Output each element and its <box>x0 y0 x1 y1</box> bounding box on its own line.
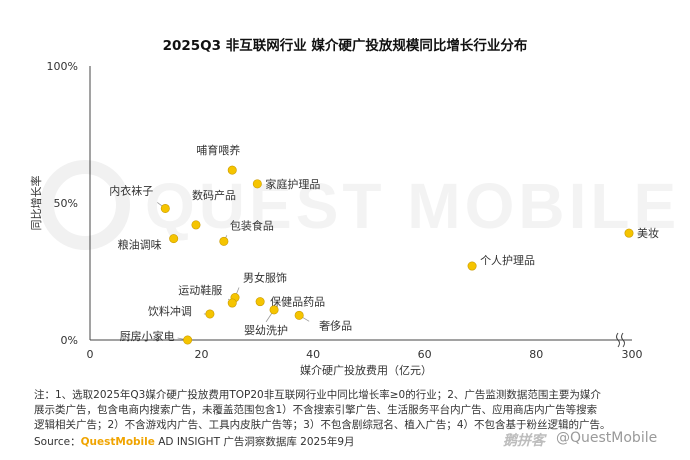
axis-break-icon <box>616 332 625 348</box>
point-label: 数码产品 <box>192 188 236 202</box>
data-point <box>269 305 279 315</box>
x-tick-label: 0 <box>87 348 94 361</box>
point-label: 男女服饰 <box>243 271 287 285</box>
x-tick-label: 20 <box>195 348 209 361</box>
data-point <box>624 228 634 238</box>
data-point <box>467 261 477 271</box>
watermark-logo: 鹅拼客 <box>503 433 545 449</box>
point-label: 婴幼洗护 <box>244 323 288 337</box>
data-point <box>169 234 179 244</box>
source-brand: QuestMobile <box>80 436 155 448</box>
point-label: 奢侈品 <box>319 318 352 332</box>
data-point <box>219 236 229 246</box>
y-tick-label: 0% <box>61 334 78 347</box>
data-point <box>183 335 193 345</box>
point-label: 家庭护理品 <box>265 177 320 191</box>
point-label: 哺育喂养 <box>196 143 240 157</box>
axes <box>89 66 632 348</box>
data-point <box>252 179 262 189</box>
y-axis-title: 同比增长率 <box>29 176 43 231</box>
y-tick-label: 50% <box>54 197 78 210</box>
point-label: 保健品药品 <box>270 295 325 309</box>
x-tick-label: 80 <box>529 348 543 361</box>
footnote-line-2: 展示类广告，包含电商内搜索广告，未覆盖范围包含1）不含搜索引擎广告、生活服务平台… <box>34 404 598 416</box>
y-tick-label: 100% <box>47 60 78 73</box>
x-axis-title: 媒介硬广投放费用（亿元） <box>300 363 432 377</box>
x-tick-label: 40 <box>306 348 320 361</box>
point-label: 饮料冲调 <box>148 304 192 318</box>
source-prefix: Source： <box>34 436 81 448</box>
point-label: 内衣袜子 <box>109 183 153 197</box>
x-tick-label: 300 <box>622 348 643 361</box>
data-point <box>227 165 237 175</box>
point-label: 粮油调味 <box>118 238 162 252</box>
x-tick-label: 60 <box>418 348 432 361</box>
point-label: 美妆 <box>637 227 659 240</box>
watermark-handle: @QuestMobile <box>556 430 658 446</box>
footnote-line-3: 逻辑相关广告；2）不含游戏内广告、工具内皮肤广告等；3）不包含剧综冠名、植入广告… <box>34 419 611 431</box>
point-label: 包装食品 <box>230 218 274 232</box>
source-rest: AD INSIGHT 广告洞察数据库 2025年9月 <box>154 436 355 448</box>
data-point <box>255 297 265 307</box>
data-point <box>205 309 215 319</box>
source-line: Source：QuestMobile AD INSIGHT 广告洞察数据库 20… <box>34 434 355 449</box>
data-point <box>294 310 304 320</box>
data-point <box>191 220 201 230</box>
chart-title: 2025Q3 非互联网行业 媒介硬广投放规模同比增长行业分布 <box>162 38 528 54</box>
point-label: 厨房小家电 <box>120 329 175 343</box>
point-label: 运动鞋服 <box>178 283 222 297</box>
data-point <box>227 298 237 308</box>
footnote-line-1: 注：1、选取2025年Q3媒介硬广投放费用TOP20非互联网行业中同比增长率≥0… <box>34 389 601 401</box>
point-label: 个人护理品 <box>480 253 535 267</box>
data-point <box>160 203 170 213</box>
